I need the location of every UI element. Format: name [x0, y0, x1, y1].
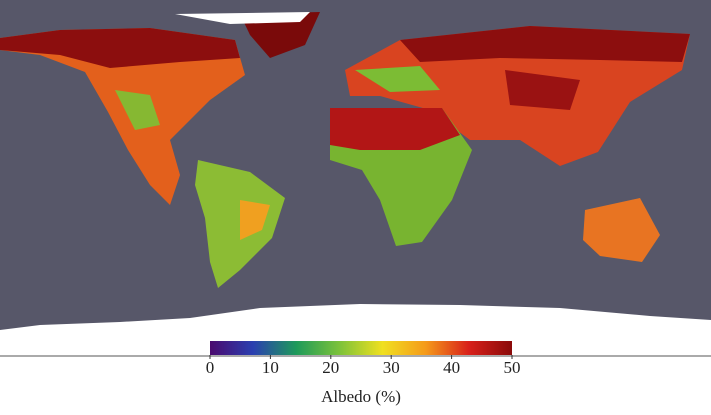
colorbar-tick-label: 10 — [262, 358, 279, 377]
colorbar-tick-label: 30 — [383, 358, 400, 377]
colorbar-label: Albedo (%) — [321, 387, 401, 406]
colorbar-tick-label: 40 — [443, 358, 460, 377]
colorbar-tick-label: 50 — [504, 358, 521, 377]
map — [0, 0, 711, 356]
colorbar-tick-label: 0 — [206, 358, 215, 377]
colorbar: 0 10 20 30 40 50 — [206, 341, 521, 377]
colorbar-gradient — [210, 341, 512, 355]
colorbar-tick-label: 20 — [322, 358, 339, 377]
